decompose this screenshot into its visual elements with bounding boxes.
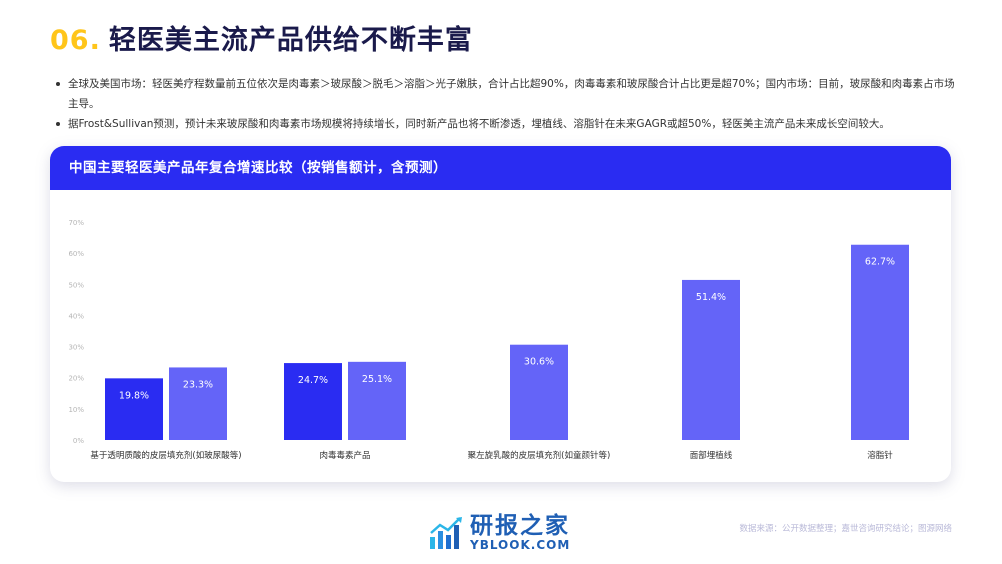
bar bbox=[510, 344, 568, 440]
y-tick-label: 30% bbox=[68, 344, 84, 352]
x-category-label: 基于透明质酸的皮层填充剂(如玻尿酸等) bbox=[90, 450, 241, 461]
bar bbox=[105, 378, 163, 440]
logo-text-en: YBLOOK.COM bbox=[470, 538, 571, 552]
bar-value-label: 30.6% bbox=[524, 357, 554, 368]
page-title: 06. 轻医美主流产品供给不断丰富 bbox=[50, 18, 473, 57]
y-tick-label: 50% bbox=[68, 281, 84, 289]
bar-value-label: 62.7% bbox=[865, 257, 895, 268]
y-tick-label: 60% bbox=[68, 250, 84, 258]
bar bbox=[682, 279, 740, 440]
x-category-label: 聚左旋乳酸的皮层填充剂(如童颜针等) bbox=[468, 450, 611, 461]
bar bbox=[348, 361, 406, 440]
x-category-label: 溶脂针 bbox=[867, 450, 893, 461]
x-category-label: 肉毒毒素产品 bbox=[319, 450, 370, 461]
bar-chart-logo-icon bbox=[430, 517, 462, 549]
bar-value-label: 23.3% bbox=[183, 379, 213, 390]
bar bbox=[169, 367, 227, 440]
y-tick-label: 10% bbox=[68, 406, 84, 414]
bullet-list: 全球及美国市场：轻医美疗程数量前五位依次是肉毒素＞玻尿酸＞脱毛＞溶脂＞光子嫩肤，… bbox=[56, 74, 958, 134]
y-tick-label: 40% bbox=[68, 312, 84, 320]
data-source-note: 数据来源：公开数据整理；嘉世咨询研究结论；图源网络 bbox=[739, 524, 952, 534]
y-tick-label: 0% bbox=[73, 437, 84, 445]
chart-card: 中国主要轻医美产品年复合增速比较（按销售额计，含预测） 0% 10% 20% 30% 4… bbox=[50, 146, 951, 482]
bar-value-label: 25.1% bbox=[362, 374, 392, 385]
bullet-item: 全球及美国市场：轻医美疗程数量前五位依次是肉毒素＞玻尿酸＞脱毛＞溶脂＞光子嫩肤，… bbox=[56, 74, 958, 114]
bar-chart: 0% 10% 20% 30% 40% 50% 60% 70% 19.8% 23.3% 基于透明质酸的… bbox=[68, 219, 909, 461]
bar bbox=[851, 244, 909, 440]
site-logo: 研报之家 YBLOOK.COM bbox=[428, 514, 570, 552]
bar bbox=[284, 363, 342, 440]
logo-text-cn: 研报之家 bbox=[470, 513, 570, 539]
y-tick-label: 70% bbox=[68, 219, 84, 227]
bar-value-label: 24.7% bbox=[298, 375, 328, 386]
title-text: 轻医美主流产品供给不断丰富 bbox=[108, 25, 473, 56]
y-tick-label: 20% bbox=[68, 375, 84, 383]
x-category-label: 面部埋植线 bbox=[690, 450, 733, 461]
chart-card-title: 中国主要轻医美产品年复合增速比较（按销售额计，含预测） bbox=[50, 146, 951, 190]
title-number: 06. bbox=[50, 25, 101, 56]
bullet-item: 据Frost&Sullivan预测，预计未来玻尿酸和肉毒素市场规模将持续增长，同… bbox=[56, 114, 958, 134]
bar-value-label: 51.4% bbox=[696, 292, 726, 303]
bar-value-label: 19.8% bbox=[119, 390, 149, 401]
